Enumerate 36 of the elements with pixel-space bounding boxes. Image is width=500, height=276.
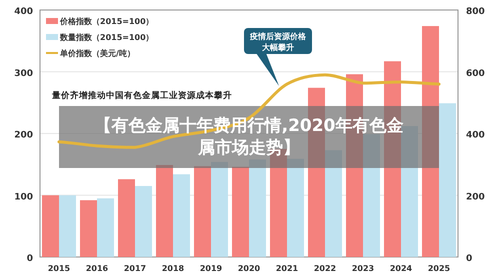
x-tick-label: 2023: [352, 264, 374, 273]
y2-tick-label: 800: [466, 7, 485, 17]
bar: [194, 166, 211, 257]
bar: [97, 198, 114, 257]
legend-label: 价格指数（2015=100）: [59, 17, 154, 26]
y2-tick-label: 200: [466, 192, 485, 202]
bar: [42, 195, 59, 257]
text: 量价齐增推动中国有色金属工业资源成本攀升: [51, 90, 232, 101]
bar: [80, 200, 97, 257]
legend-label: 数量指数（2015=100）: [59, 33, 154, 42]
x-tick-label: 2016: [86, 264, 109, 273]
x-tick-label: 2017: [124, 264, 146, 273]
bar: [439, 103, 456, 257]
bar: [173, 174, 190, 257]
y-tick-label: 100: [14, 192, 33, 202]
y2-tick-label: 0: [466, 254, 472, 264]
x-tick-label: 2015: [48, 264, 71, 273]
y-tick-label: 200: [14, 130, 33, 140]
x-tick-label: 2020: [238, 264, 261, 273]
bar: [59, 195, 76, 257]
x-tick-label: 2025: [428, 264, 451, 273]
bar: [118, 179, 135, 257]
x-tick-label: 2022: [314, 264, 336, 273]
x-tick-label: 2024: [390, 264, 413, 273]
bar: [135, 186, 152, 257]
y2-tick-label: 400: [466, 130, 485, 140]
x-tick-label: 2021: [276, 264, 299, 273]
bar: [232, 166, 249, 257]
x-tick-label: 2019: [200, 264, 223, 273]
y2-tick-label: 600: [466, 68, 485, 79]
y-tick-label: 300: [14, 68, 33, 79]
x-tick-label: 2018: [162, 264, 185, 273]
annotation: 疫情后资源价格大幅攀升: [249, 32, 307, 52]
y-tick-label: 400: [14, 7, 33, 17]
legend-label: 单价指数（美元/吨）: [59, 48, 135, 58]
y-tick-label: 0: [26, 254, 33, 264]
